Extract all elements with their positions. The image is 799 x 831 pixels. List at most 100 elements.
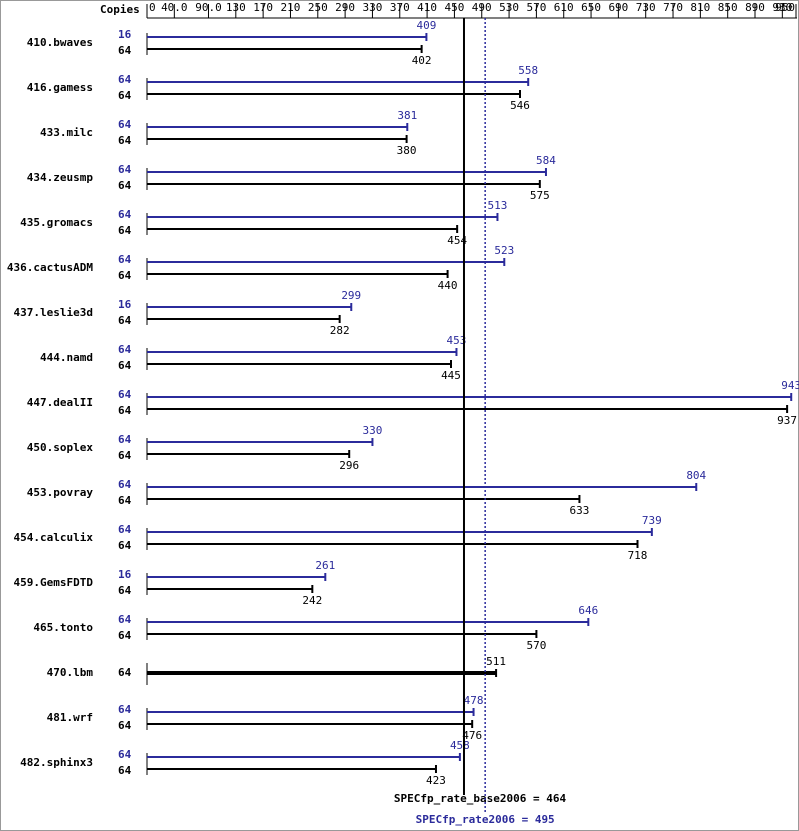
copies-label: 64 — [118, 748, 132, 761]
copies-label: 64 — [118, 73, 132, 86]
x-tick-label: 250 — [308, 1, 328, 14]
x-tick-label: 730 — [636, 1, 656, 14]
benchmark-label: 416.gamess — [27, 81, 93, 94]
value-label: 546 — [510, 99, 530, 112]
x-tick-label: 330 — [363, 1, 383, 14]
x-tick-label: 130 — [226, 1, 246, 14]
copies-label: 64 — [118, 388, 132, 401]
copies-label: 64 — [118, 269, 132, 282]
x-tick-label: 610 — [554, 1, 574, 14]
x-tick-label: 930 — [772, 1, 792, 14]
x-tick-label: 370 — [390, 1, 410, 14]
copies-label: 16 — [118, 568, 132, 581]
x-tick-label: 210 — [281, 1, 301, 14]
copies-label: 64 — [118, 404, 132, 417]
copies-label: 64 — [118, 118, 132, 131]
copies-label: 64 — [118, 584, 132, 597]
benchmark-label: 454.calculix — [14, 531, 94, 544]
copies-label: 64 — [118, 629, 132, 642]
value-label: 454 — [447, 234, 467, 247]
value-label: 476 — [462, 729, 482, 742]
copies-label: 64 — [118, 134, 132, 147]
x-tick-label: 770 — [663, 1, 683, 14]
benchmark-label: 459.GemsFDTD — [14, 576, 94, 589]
x-tick-label: 690 — [608, 1, 628, 14]
x-tick-label: 450 — [444, 1, 464, 14]
copies-label: 64 — [118, 494, 132, 507]
copies-label: 64 — [118, 314, 132, 327]
value-label: 261 — [315, 559, 335, 572]
copies-label: 64 — [118, 666, 132, 679]
copies-header: Copies — [100, 3, 140, 16]
benchmark-label: 444.namd — [40, 351, 93, 364]
x-tick-label: 810 — [690, 1, 710, 14]
x-tick-label: 890 — [745, 1, 765, 14]
value-label: 633 — [570, 504, 590, 517]
copies-label: 64 — [118, 613, 132, 626]
value-label: 402 — [412, 54, 432, 67]
value-label: 558 — [518, 64, 538, 77]
copies-label: 64 — [118, 253, 132, 266]
x-tick-label: 850 — [718, 1, 738, 14]
value-label: 718 — [628, 549, 648, 562]
value-label: 242 — [302, 594, 322, 607]
reference-label: SPECfp_rate_base2006 = 464 — [394, 792, 567, 805]
copies-label: 64 — [118, 44, 132, 57]
value-label: 296 — [339, 459, 359, 472]
x-tick-label: 950 — [775, 1, 795, 14]
copies-label: 64 — [118, 478, 132, 491]
value-label: 440 — [438, 279, 458, 292]
benchmark-label: 450.soplex — [27, 441, 94, 454]
x-tick-label: 90.0 — [195, 1, 222, 14]
benchmark-label: 437.leslie3d — [14, 306, 93, 319]
value-label: 523 — [494, 244, 514, 257]
value-label: 511 — [486, 655, 506, 668]
copies-label: 64 — [118, 208, 132, 221]
value-label: 458 — [450, 739, 470, 752]
value-label: 943 — [781, 379, 799, 392]
value-label: 584 — [536, 154, 556, 167]
benchmark-label: 436.cactusADM — [7, 261, 93, 274]
benchmark-label: 465.tonto — [33, 621, 93, 634]
value-label: 423 — [426, 774, 446, 787]
benchmark-label: 434.zeusmp — [27, 171, 94, 184]
value-label: 282 — [330, 324, 350, 337]
value-label: 804 — [686, 469, 706, 482]
value-label: 380 — [397, 144, 417, 157]
x-tick-label: 290 — [335, 1, 355, 14]
benchmark-label: 481.wrf — [47, 711, 93, 724]
x-tick-label: 410 — [417, 1, 437, 14]
copies-label: 64 — [118, 89, 132, 102]
value-label: 330 — [363, 424, 383, 437]
value-label: 570 — [526, 639, 546, 652]
value-label: 646 — [578, 604, 598, 617]
value-label: 299 — [341, 289, 361, 302]
value-label: 478 — [464, 694, 484, 707]
value-label: 381 — [397, 109, 417, 122]
copies-label: 64 — [118, 359, 132, 372]
x-tick-label: 530 — [499, 1, 519, 14]
reference-label: SPECfp_rate2006 = 495 — [416, 813, 555, 826]
value-label: 445 — [441, 369, 461, 382]
value-label: 739 — [642, 514, 662, 527]
benchmark-label: 482.sphinx3 — [20, 756, 93, 769]
copies-label: 64 — [118, 224, 132, 237]
value-label: 575 — [530, 189, 550, 202]
copies-label: 64 — [118, 719, 132, 732]
benchmark-label: 447.dealII — [27, 396, 93, 409]
copies-label: 64 — [118, 449, 132, 462]
copies-label: 16 — [118, 298, 132, 311]
benchmark-label: 410.bwaves — [27, 36, 93, 49]
copies-label: 64 — [118, 523, 132, 536]
copies-label: 64 — [118, 179, 132, 192]
copies-label: 64 — [118, 163, 132, 176]
copies-label: 16 — [118, 28, 132, 41]
value-label: 937 — [777, 414, 797, 427]
value-label: 409 — [416, 19, 436, 32]
benchmark-label: 470.lbm — [47, 666, 94, 679]
benchmark-label: 453.povray — [27, 486, 94, 499]
benchmark-label: 433.milc — [40, 126, 93, 139]
copies-label: 64 — [118, 703, 132, 716]
benchmark-label: 435.gromacs — [20, 216, 93, 229]
